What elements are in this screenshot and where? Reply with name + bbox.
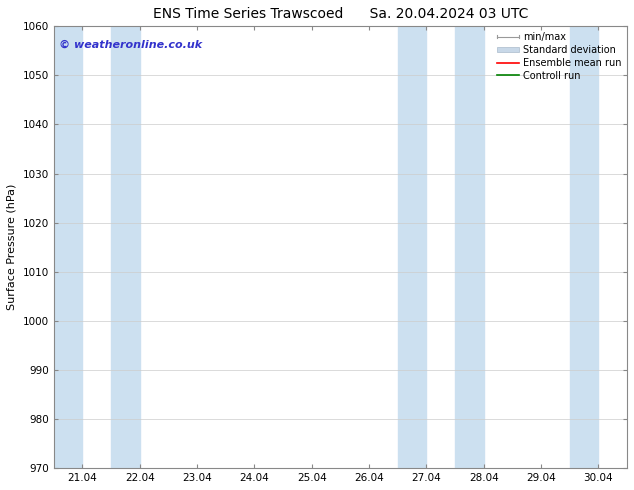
Bar <box>455 26 484 468</box>
Text: © weatheronline.co.uk: © weatheronline.co.uk <box>60 40 202 49</box>
Bar <box>570 26 598 468</box>
Bar <box>54 26 82 468</box>
Bar <box>398 26 426 468</box>
Legend: min/max, Standard deviation, Ensemble mean run, Controll run: min/max, Standard deviation, Ensemble me… <box>493 28 625 85</box>
Title: ENS Time Series Trawscoed      Sa. 20.04.2024 03 UTC: ENS Time Series Trawscoed Sa. 20.04.2024… <box>153 7 528 21</box>
Y-axis label: Surface Pressure (hPa): Surface Pressure (hPa) <box>7 184 17 311</box>
Bar <box>111 26 139 468</box>
